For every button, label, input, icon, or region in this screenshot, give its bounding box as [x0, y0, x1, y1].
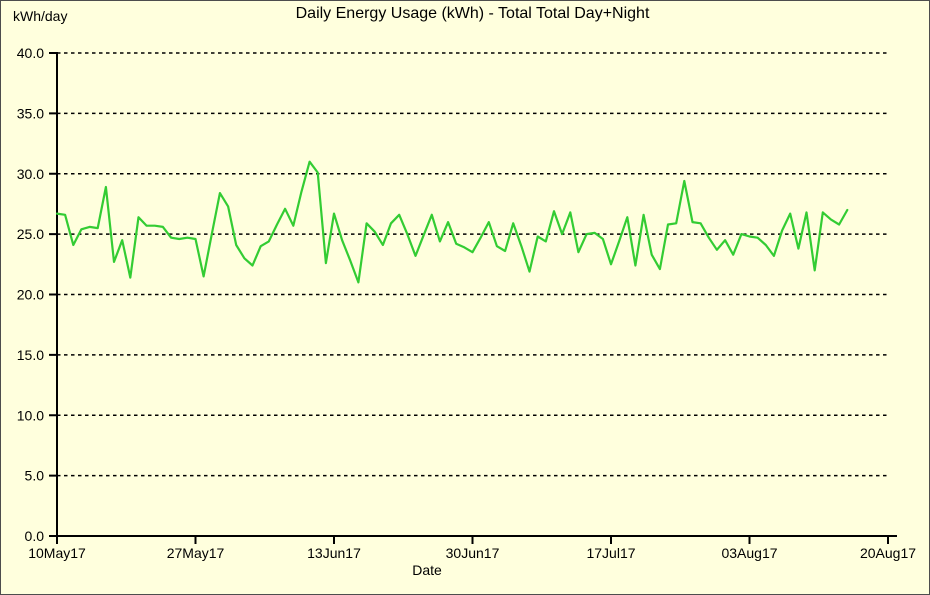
y-tick-label: 40.0 [17, 45, 44, 61]
x-tick-label: 13Jun17 [307, 545, 361, 561]
x-tick-label: 27May17 [167, 545, 225, 561]
x-tick-label: 03Aug17 [721, 545, 777, 561]
y-tick-label: 5.0 [25, 468, 45, 484]
y-tick-label: 10.0 [17, 407, 44, 423]
y-tick-label: 30.0 [17, 166, 44, 182]
chart-title: Daily Energy Usage (kWh) - Total Total D… [295, 5, 650, 22]
x-tick-label: 10May17 [28, 545, 86, 561]
x-tick-label: 30Jun17 [446, 545, 500, 561]
y-tick-label: 35.0 [17, 105, 44, 121]
energy-usage-line [55, 160, 849, 284]
y-tick-label: 20.0 [17, 287, 44, 303]
x-axis-label: Date [412, 562, 442, 578]
y-tick-label: 25.0 [17, 226, 44, 242]
y-tick-label: 15.0 [17, 347, 44, 363]
x-tick-label: 17Jul17 [586, 545, 635, 561]
y-tick-label: 0.0 [25, 528, 45, 544]
y-axis-unit-label: kWh/day [13, 8, 68, 24]
x-tick-label: 20Aug17 [860, 545, 916, 561]
